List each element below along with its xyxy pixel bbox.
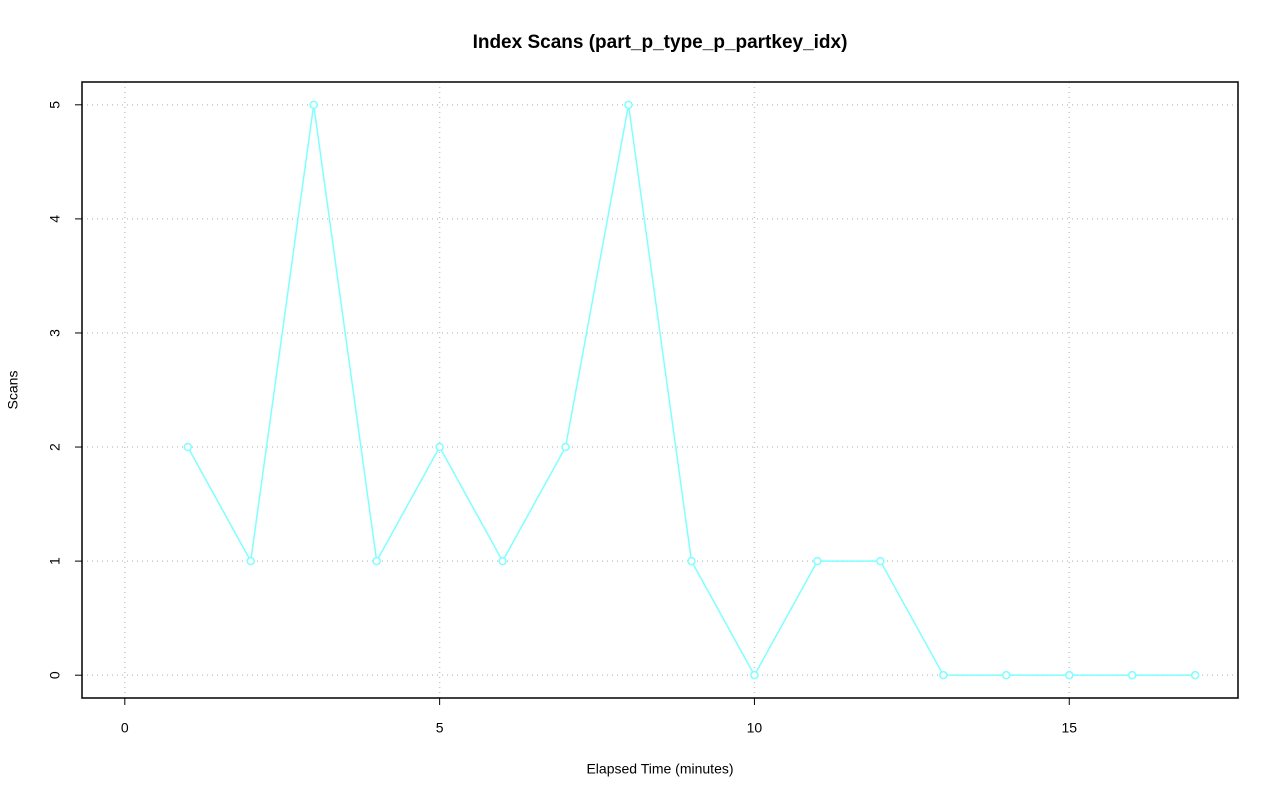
data-point	[183, 442, 193, 452]
plot-frame	[81, 81, 1239, 699]
data-point	[561, 442, 570, 452]
data-point	[750, 670, 759, 680]
data-point	[498, 556, 507, 566]
data-point	[309, 100, 318, 110]
y-axis-label: Scans	[5, 371, 21, 410]
data-point	[246, 556, 255, 566]
chart-title: Index Scans (part_p_type_p_partkey_idx)	[473, 32, 848, 53]
data-point	[1190, 670, 1200, 680]
x-tick-label: 10	[747, 720, 763, 736]
y-tick-label: 2	[47, 443, 63, 451]
x-tick-label: 5	[436, 720, 444, 736]
y-tick-label: 0	[47, 671, 63, 679]
data-point	[435, 442, 444, 452]
y-tick-label: 5	[47, 101, 63, 109]
x-axis-label: Elapsed Time (minutes)	[586, 761, 733, 777]
x-tick-label: 15	[1061, 720, 1077, 736]
y-tick-label: 3	[47, 329, 63, 337]
data-point	[687, 556, 696, 566]
data-point	[1127, 670, 1137, 680]
data-point	[813, 556, 822, 566]
y-tick-label: 1	[47, 557, 63, 565]
data-point	[1002, 670, 1011, 680]
data-point	[1065, 670, 1074, 680]
series-line	[187, 104, 1196, 677]
data-point	[624, 100, 633, 110]
data-point	[372, 556, 381, 566]
x-tick-label: 0	[121, 720, 129, 736]
data-point	[939, 670, 948, 680]
y-tick-label: 4	[47, 215, 63, 223]
data-point	[876, 556, 885, 566]
